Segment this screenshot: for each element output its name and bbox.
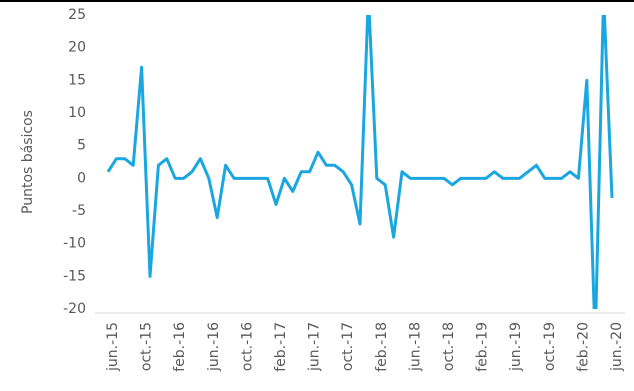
x-tick-label: jun.-19: [508, 322, 524, 372]
y-tick-label: 10: [68, 105, 86, 121]
y-tick-label: 20: [68, 40, 86, 56]
x-tick-label: jun.-15: [105, 322, 121, 372]
y-axis-label: Puntos básicos: [20, 110, 36, 214]
x-tick-label: feb.-18: [374, 322, 390, 372]
x-tick-label: feb.-20: [575, 322, 591, 372]
x-tick-label: feb.-17: [273, 322, 289, 372]
series-line: [106, 15, 614, 309]
x-tick-label: oct.-19: [542, 322, 558, 371]
x-tick-label: jun.-20: [609, 322, 625, 372]
y-tick-label: -10: [63, 236, 86, 252]
y-tick-label: 15: [68, 72, 86, 88]
y-tick-label: 0: [77, 170, 86, 186]
x-tick-label: oct.-17: [340, 322, 356, 371]
x-tick-label: jun.-17: [307, 322, 323, 372]
x-tick-label: feb.-16: [172, 322, 188, 372]
x-tick-label: jun.-16: [206, 322, 222, 372]
x-tick-label: feb.-19: [475, 322, 491, 372]
x-tick-label: jun.-18: [407, 322, 423, 372]
plot-area: [106, 15, 614, 309]
x-tick-label: oct.-16: [239, 322, 255, 371]
y-tick-label: -20: [63, 301, 86, 317]
y-tick-label: 25: [68, 7, 86, 23]
y-tick-label: -5: [72, 203, 86, 219]
x-tick-label: oct.-18: [441, 322, 457, 371]
x-tick-label: oct.-15: [139, 322, 155, 371]
y-tick-label: -15: [63, 268, 86, 284]
y-tick-label: 5: [77, 138, 86, 154]
